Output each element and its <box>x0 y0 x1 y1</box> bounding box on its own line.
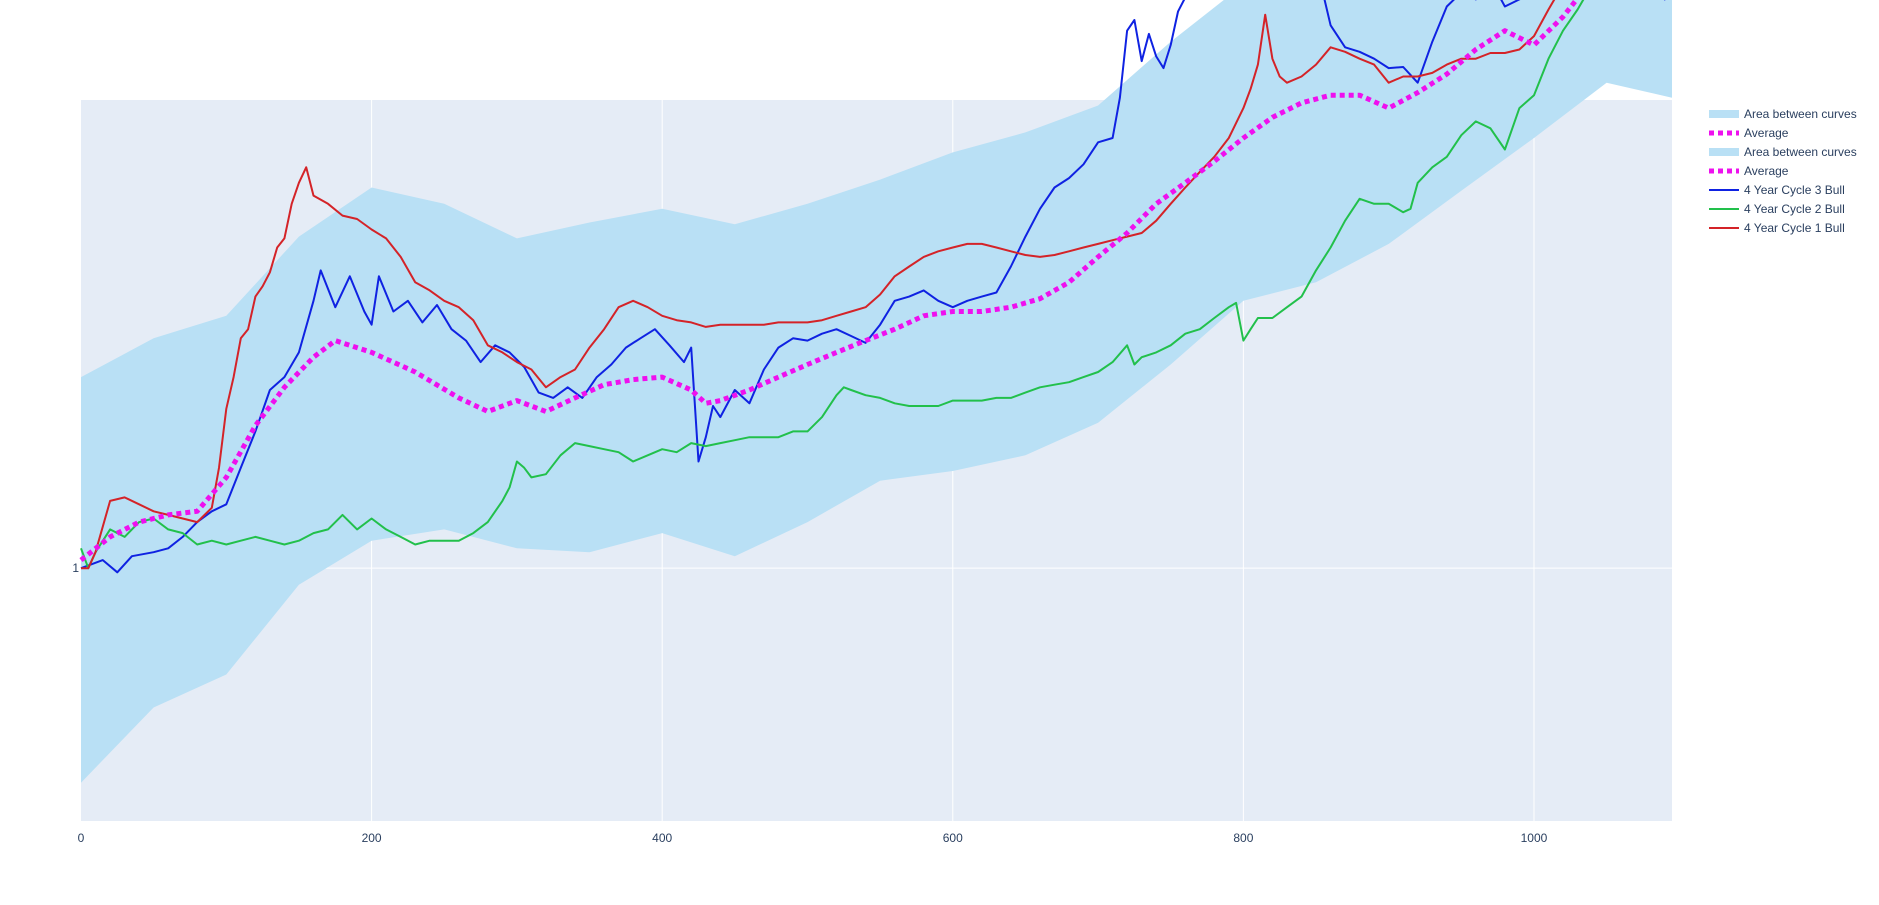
series-layer <box>79 0 1666 574</box>
legend-item: Average <box>1709 164 1789 178</box>
legend-label: 4 Year Cycle 3 Bull <box>1744 183 1845 197</box>
y-tick-label: 1 <box>72 561 79 575</box>
legend-item: 4 Year Cycle 2 Bull <box>1709 202 1845 216</box>
x-tick-label: 600 <box>943 831 963 845</box>
x-tick-label: 400 <box>652 831 672 845</box>
legend-item: Area between curves <box>1709 145 1857 159</box>
x-tick-label: 1000 <box>1521 831 1548 845</box>
band-area <box>81 0 1672 783</box>
axis-layer: 0 200 400 600 800 1000 1 <box>72 561 1547 845</box>
legend-item: 4 Year Cycle 3 Bull <box>1709 183 1845 197</box>
legend-label: 4 Year Cycle 2 Bull <box>1744 202 1845 216</box>
legend-label: Average <box>1744 126 1789 140</box>
band-layer <box>81 0 1672 783</box>
series-line-4-year-cycle-1-bull <box>81 0 1556 570</box>
legend-label: 4 Year Cycle 1 Bull <box>1744 221 1845 235</box>
legend-label: Area between curves <box>1744 107 1857 121</box>
legend-swatch-area <box>1709 148 1739 156</box>
x-tick-label: 800 <box>1233 831 1253 845</box>
legend-label: Area between curves <box>1744 145 1857 159</box>
legend-item: 4 Year Cycle 1 Bull <box>1709 221 1845 235</box>
legend-item: Area between curves <box>1709 107 1857 121</box>
legend: Area between curves Average Area between c… <box>1709 107 1857 235</box>
series-line-4-year-cycle-3-bull <box>80 0 1666 574</box>
series-line-4-year-cycle-2-bull <box>80 0 1585 570</box>
legend-item: Average <box>1709 126 1789 140</box>
x-tick-label: 0 <box>78 831 85 845</box>
legend-swatch-area <box>1709 110 1739 118</box>
legend-label: Average <box>1744 164 1789 178</box>
x-tick-label: 200 <box>362 831 382 845</box>
